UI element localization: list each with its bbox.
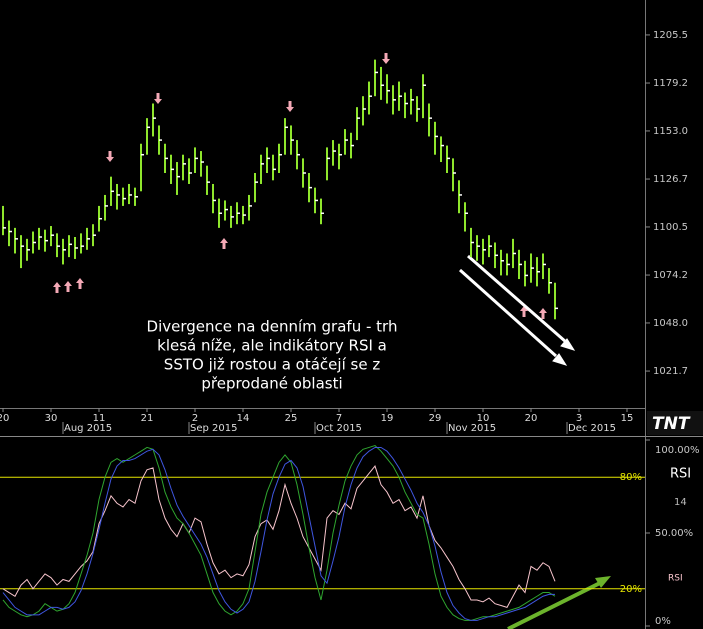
logo-box [647,411,703,435]
annotation-line: přeprodané oblasti [201,375,342,393]
y-tick-label: 80% [620,472,642,483]
logo-text: TNT [652,414,691,434]
up-arrow [76,278,84,289]
x-tick-label: 7 [336,413,342,424]
y-tick-label: 20% [620,584,642,595]
annotation-line: SSTO již rostou a otáčejí se z [164,356,381,374]
x-tick-label: 29 [429,413,442,424]
x-tick-label: 15 [621,413,634,424]
x-tick-label: 20 [525,413,538,424]
green-arrow [507,581,601,629]
y-tick-label: 1153.0 [653,126,688,137]
annotation-line: Divergence na denním grafu - trh [147,318,398,336]
up-arrow [53,282,61,293]
indicator-line [2,446,555,621]
y-tick-label: 1100.5 [653,222,688,233]
x-tick-label: 10 [477,413,490,424]
month-label: Nov 2015 [448,423,496,434]
arrow-head [595,576,611,588]
y-tick-label: 1179.2 [653,78,688,89]
y-tick-label: 1205.5 [653,30,688,41]
x-tick-label: 25 [285,413,298,424]
month-label: Oct 2015 [316,423,362,434]
trend-line [458,268,558,358]
x-tick-label: 14 [237,413,250,424]
signal-arrows [53,53,547,319]
month-label: Dec 2015 [568,423,616,434]
trend-arrows [458,254,576,366]
y-tick-label: 1048.0 [653,318,688,329]
x-tick-label: 3 [576,413,582,424]
indicator-line [2,465,556,608]
trend-line [467,254,567,344]
down-arrow [382,53,390,64]
up-arrow [220,238,228,249]
y-tick-label: 1126.7 [653,174,688,185]
down-arrow [286,101,294,112]
logo: TNT [647,411,703,435]
y-tick-label: 1021.7 [653,366,688,377]
x-tick-label: 2 [192,413,198,424]
legend-entry: RSI [668,574,683,584]
x-tick-label: 19 [381,413,394,424]
arrow-head [552,353,568,366]
indicator-line [2,445,556,621]
x-tick-label: 11 [93,413,106,424]
indicator-title: RSI [670,467,691,482]
indicator-period: 14 [674,497,687,508]
x-tick-label: 20 [0,413,9,424]
down-arrow [106,151,114,162]
up-arrow [64,281,72,292]
month-label: Sep 2015 [190,423,237,434]
y-tick-label: 1074.2 [653,270,688,281]
y-tick-label: 100.00% [655,445,700,456]
annotation-line: klesá níže, ale indikátory RSI a [157,337,387,355]
month-label: Aug 2015 [64,423,112,434]
x-tick-label: 21 [141,413,154,424]
x-tick-label: 30 [45,413,58,424]
y-tick-label: 0% [655,616,671,627]
down-arrow [154,93,162,104]
arrow-head [560,338,576,351]
up-arrow [539,308,547,319]
y-tick-label: 50.00% [655,528,693,539]
